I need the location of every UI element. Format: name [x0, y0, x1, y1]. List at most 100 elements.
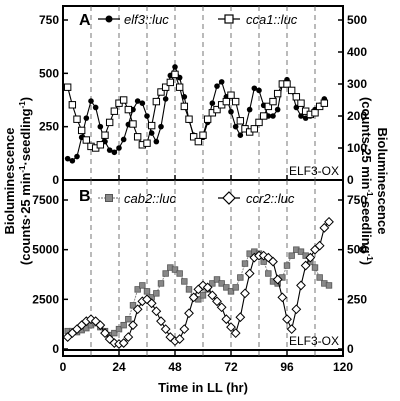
point-a-1-28 — [194, 137, 203, 146]
left-ytick-label-a-500: 500 — [39, 66, 59, 80]
panel-b-note: ELF3-OX — [289, 334, 339, 348]
point-b-1-34 — [221, 314, 232, 325]
point-a-1-50 — [297, 99, 305, 107]
point-b-0-56 — [325, 282, 333, 289]
right-ytick-label-a-400: 400 — [347, 45, 367, 59]
point-b-1-38 — [240, 288, 250, 299]
point-a-1-25 — [180, 102, 189, 111]
left-ytick-label-b-2500: 2500 — [32, 292, 59, 306]
point-a-0-4 — [83, 115, 90, 121]
point-b-1-44 — [268, 256, 278, 267]
right-ytick-label-a-0: 0 — [347, 173, 354, 187]
right-ytick-label-b-500: 500 — [347, 243, 367, 257]
point-a-1-43 — [264, 102, 273, 111]
point-a-0-36 — [232, 123, 239, 130]
point-a-1-15 — [133, 133, 142, 141]
point-a-1-23 — [171, 70, 179, 79]
point-a-1-2 — [73, 115, 81, 123]
point-b-0-25 — [181, 278, 188, 285]
point-a-0-21 — [162, 96, 169, 102]
point-b-1-29 — [198, 280, 208, 291]
point-a-1-55 — [320, 99, 329, 107]
point-a-1-41 — [255, 118, 263, 127]
point-a-1-35 — [227, 91, 235, 99]
point-b-1-54 — [314, 240, 325, 251]
xtick-label-48: 48 — [168, 360, 182, 374]
point-a-0-39 — [246, 106, 253, 113]
left-ytick-label-a-250: 250 — [39, 120, 59, 134]
point-a-1-29 — [199, 131, 207, 139]
point-a-0-20 — [158, 123, 164, 130]
point-b-0-17 — [143, 288, 151, 295]
point-b-0-38 — [241, 260, 249, 267]
point-a-0-6 — [92, 104, 99, 111]
point-a-1-45 — [273, 89, 282, 98]
point-b-0-13 — [125, 315, 132, 323]
point-a-0-33 — [218, 79, 225, 85]
point-a-1-49 — [292, 93, 301, 101]
point-a-0-19 — [153, 138, 160, 145]
point-b-0-21 — [162, 270, 169, 277]
point-a-0-16 — [139, 100, 146, 106]
point-a-0-35 — [228, 108, 234, 115]
point-b-1-21 — [160, 324, 171, 335]
point-b-0-54 — [316, 274, 323, 281]
point-b-1-47 — [282, 314, 292, 325]
point-a-1-40 — [250, 125, 259, 133]
point-a-1-0 — [63, 83, 72, 91]
point-a-0-5 — [88, 98, 94, 104]
point-a-1-30 — [203, 115, 212, 123]
point-b-1-7 — [95, 320, 106, 331]
legend-a2-label: cca1::luc — [246, 12, 298, 27]
point-b-1-26 — [184, 308, 194, 319]
series-layer — [62, 64, 334, 349]
point-b-1-45 — [272, 274, 283, 285]
point-b-0-47 — [283, 262, 291, 269]
legend-b1-label: cab2::luc — [124, 191, 177, 206]
point-a-1-32 — [213, 105, 221, 114]
point-a-0-40 — [251, 85, 258, 92]
point-a-0-9 — [106, 147, 113, 153]
ticks: 0250500750010020030040050002500500075000… — [32, 13, 367, 374]
point-b-1-19 — [151, 306, 162, 317]
point-b-1-36 — [230, 328, 241, 339]
point-a-0-0 — [64, 155, 71, 162]
right-axis-title: Bioluminescence (counts·25 min-1·seedlin… — [359, 97, 390, 265]
point-b-1-52 — [305, 252, 316, 263]
point-a-1-12 — [119, 96, 128, 104]
point-b-0-48 — [288, 252, 295, 259]
point-b-1-46 — [277, 292, 288, 303]
point-a-0-1 — [69, 158, 76, 164]
point-b-1-51 — [300, 260, 311, 271]
point-a-1-27 — [189, 133, 198, 141]
point-a-1-37 — [236, 117, 245, 125]
point-b-1-56 — [324, 216, 334, 227]
point-b-1-27 — [188, 292, 199, 303]
point-b-1-18 — [146, 298, 157, 309]
point-b-1-12 — [118, 338, 129, 348]
point-a-1-53 — [311, 109, 319, 117]
point-b-1-25 — [179, 324, 190, 335]
point-a-1-36 — [231, 97, 240, 106]
point-b-0-14 — [129, 302, 137, 309]
xtick-label-72: 72 — [224, 360, 238, 374]
left-ytick-label-a-0: 0 — [52, 173, 59, 187]
point-b-0-29 — [199, 292, 207, 299]
point-a-1-22 — [166, 78, 175, 87]
point-b-1-35 — [226, 322, 236, 333]
legend-b2-label: ccr2::luc — [246, 191, 295, 206]
point-a-1-8 — [101, 131, 109, 139]
point-b-0-11 — [115, 325, 123, 333]
point-a-0-45 — [274, 106, 281, 113]
legend-a2-marker — [224, 14, 234, 24]
point-b-1-39 — [244, 268, 255, 279]
legend-b2-marker — [222, 191, 236, 205]
point-b-1-48 — [286, 324, 297, 335]
panel-a-note: ELF3-OX — [289, 164, 339, 178]
left-axis-title: Bioluminescence (counts·25 min-1·seedlin… — [2, 97, 33, 265]
point-b-0-37 — [237, 274, 244, 281]
point-b-1-8 — [100, 328, 110, 339]
point-b-1-33 — [216, 302, 227, 313]
right-ytick-label-a-500: 500 — [347, 13, 367, 27]
